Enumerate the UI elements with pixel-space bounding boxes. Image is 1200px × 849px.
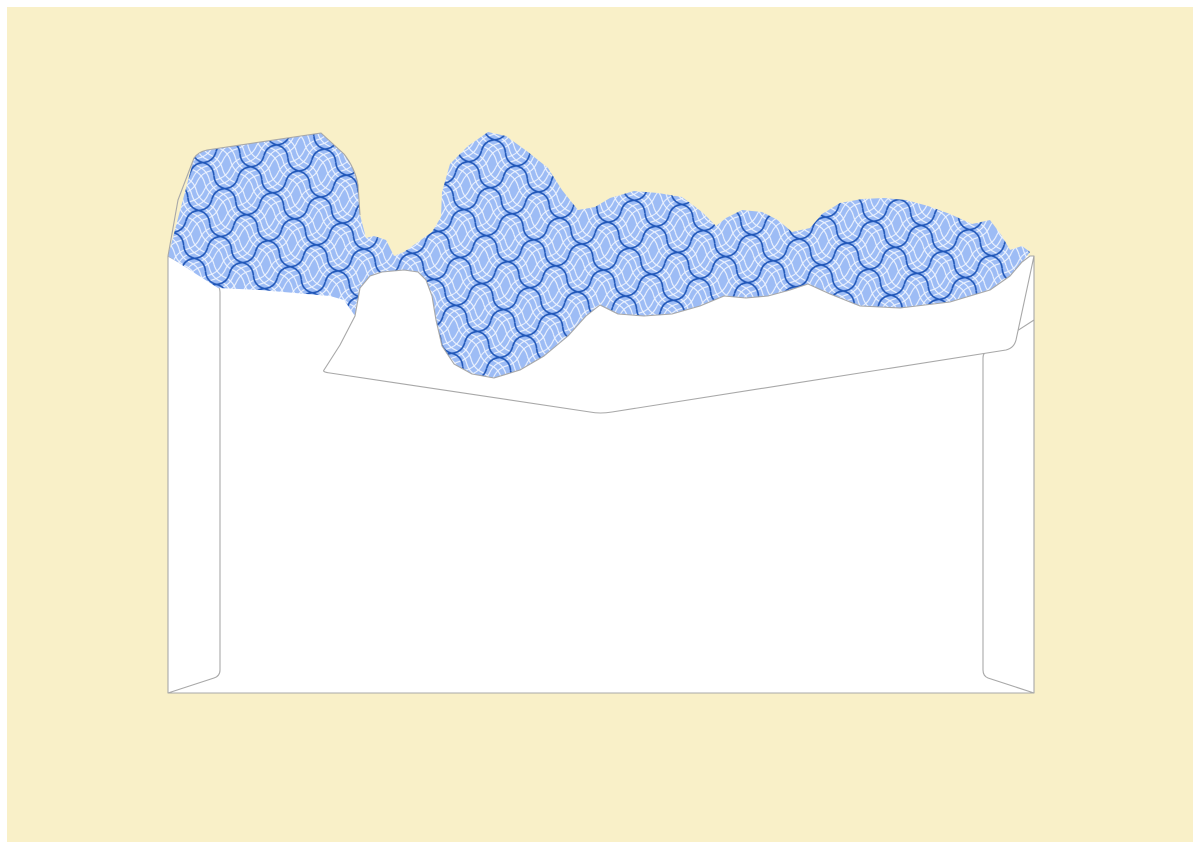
envelope-outline [167, 256, 1035, 694]
security-tint-edge [167, 132, 361, 257]
security-tint-interior [168, 132, 1030, 378]
back-flap-remnant [323, 255, 1035, 414]
envelope-icon [167, 132, 1035, 694]
